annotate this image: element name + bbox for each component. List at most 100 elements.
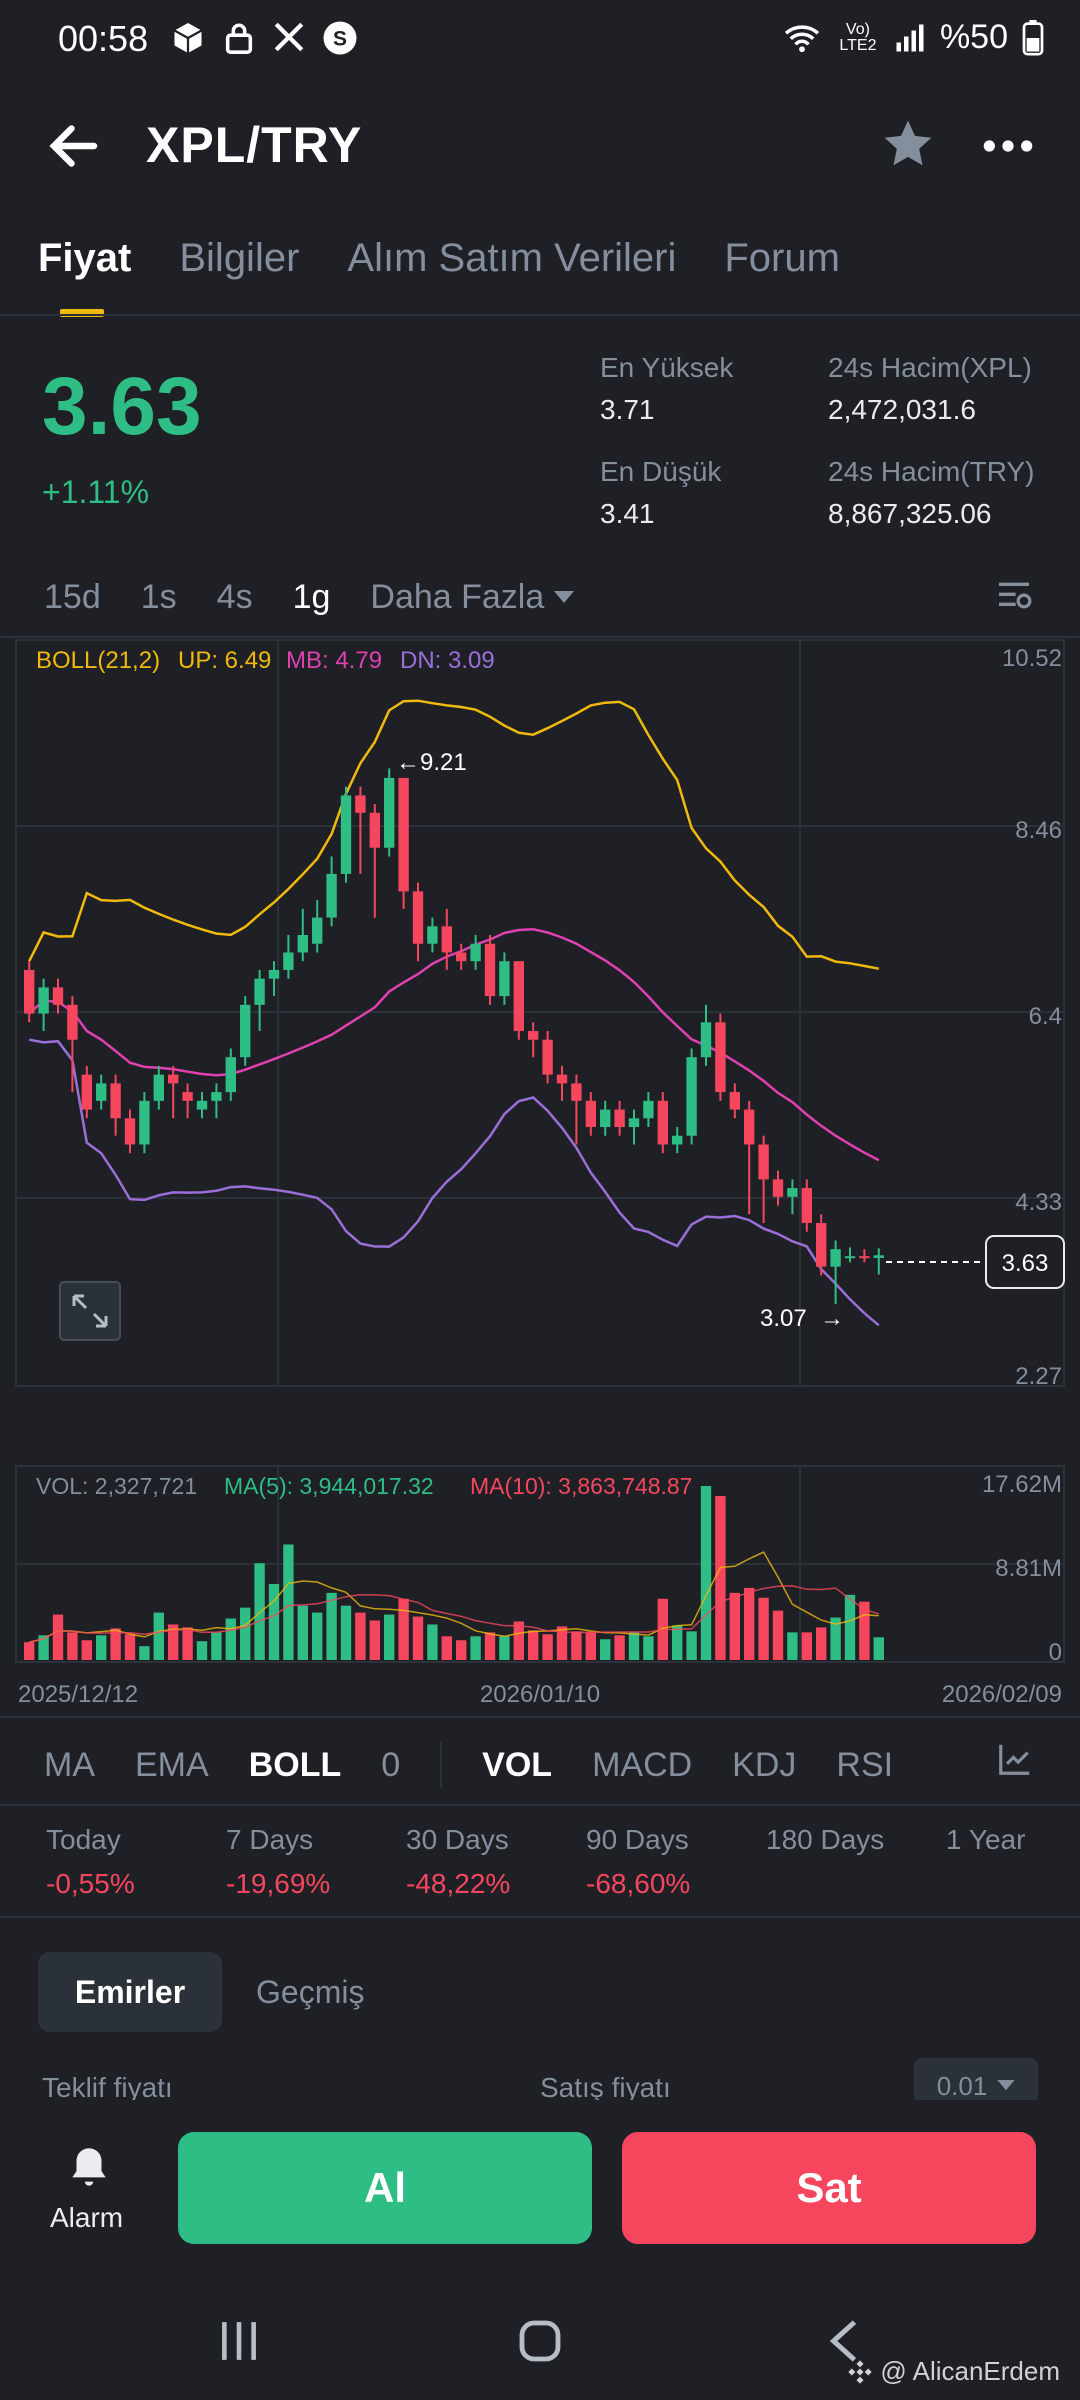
ind-rsi[interactable]: RSI xyxy=(836,1745,894,1784)
volume-bar xyxy=(729,1592,740,1660)
volume-bar xyxy=(153,1612,164,1660)
candle-body xyxy=(240,1004,251,1058)
volume-ma-lines xyxy=(29,1551,880,1643)
candle xyxy=(499,952,510,1005)
candle-body xyxy=(427,926,438,944)
sell-button[interactable]: Sat xyxy=(622,2132,1036,2244)
tab-fiyat[interactable]: Fiyat xyxy=(38,236,132,317)
ind-kdj[interactable]: KDJ xyxy=(732,1745,797,1784)
volume-bar xyxy=(556,1626,568,1660)
candle xyxy=(758,1135,769,1224)
y-tick-5: 2.27 xyxy=(1015,1363,1062,1390)
candle xyxy=(240,996,251,1066)
expand-chart-button[interactable] xyxy=(59,1281,121,1341)
ind-macd[interactable]: MACD xyxy=(592,1745,693,1784)
x-icon xyxy=(274,22,304,52)
volume-bar xyxy=(340,1605,352,1660)
candle xyxy=(873,1248,884,1275)
volume-bar xyxy=(787,1632,798,1660)
candle-body xyxy=(513,961,524,1032)
alarm-label[interactable]: Alarm xyxy=(50,2202,124,2233)
s-coin-icon: S xyxy=(323,21,357,55)
bell-icon[interactable] xyxy=(64,2142,114,2192)
candle-body xyxy=(326,873,337,918)
tf-more[interactable]: Daha Fazla xyxy=(370,578,575,617)
vol-tick-2: 8.81M xyxy=(995,1555,1062,1582)
candle xyxy=(211,1083,222,1119)
volume-bar xyxy=(283,1544,294,1660)
candle xyxy=(398,777,409,909)
candle xyxy=(816,1214,827,1276)
ind-boll[interactable]: BOLL xyxy=(248,1745,342,1784)
status-left-icons: S xyxy=(170,20,358,56)
candle-body xyxy=(787,1188,798,1197)
favorite-star-icon[interactable] xyxy=(880,116,936,172)
candle-body xyxy=(110,1083,121,1119)
volume-bar xyxy=(700,1486,712,1660)
candle-body xyxy=(312,917,323,944)
tab-history[interactable]: Geçmiş xyxy=(256,1974,365,2010)
candle-body xyxy=(816,1223,827,1267)
pair-title: XPL/TRY xyxy=(146,117,363,173)
indicator-settings-icon[interactable] xyxy=(996,1740,1034,1778)
candle-body xyxy=(499,961,510,997)
candle xyxy=(772,1170,784,1206)
ind-vol[interactable]: VOL xyxy=(482,1745,553,1784)
tf-15d[interactable]: 15d xyxy=(44,578,101,616)
candle-body xyxy=(643,1100,654,1119)
candle xyxy=(484,935,496,1005)
volume-bar xyxy=(628,1632,640,1660)
recent-apps-icon[interactable] xyxy=(218,2318,260,2364)
wifi-icon xyxy=(784,24,820,52)
home-icon[interactable] xyxy=(518,2318,562,2364)
ind-ema[interactable]: EMA xyxy=(135,1745,209,1784)
chart-settings-icon[interactable] xyxy=(994,576,1034,616)
volume-bar xyxy=(441,1636,452,1660)
volume-bar xyxy=(744,1587,755,1660)
high-marker: 9.21 xyxy=(420,749,467,776)
back-arrow-icon[interactable] xyxy=(44,116,104,176)
candle xyxy=(600,1100,611,1136)
x-tick-3: 2026/02/09 xyxy=(942,1681,1062,1708)
ind-zero[interactable]: 0 xyxy=(381,1745,401,1784)
candle xyxy=(657,1092,668,1154)
vol-quote-label: 24s Hacim(TRY) xyxy=(828,456,1035,487)
tab-orders[interactable]: Emirler xyxy=(38,1952,222,2032)
tab-forum[interactable]: Forum xyxy=(724,236,840,280)
x-tick-2: 2026/01/10 xyxy=(480,1681,600,1708)
candle-body xyxy=(715,1022,726,1093)
perf-label: Today xyxy=(46,1824,121,1855)
last-price-tag-box xyxy=(985,1235,1065,1289)
binance-logo-icon xyxy=(848,2359,873,2384)
low-marker-arrow: → xyxy=(820,1305,844,1332)
volume-bar xyxy=(600,1639,611,1660)
candle-body xyxy=(211,1092,222,1101)
volume-bar xyxy=(312,1612,323,1660)
candle xyxy=(96,1074,107,1110)
candle-body xyxy=(528,1031,539,1040)
tf-1g[interactable]: 1g xyxy=(292,578,331,616)
tabs-divider xyxy=(0,314,1080,316)
nav-back-icon[interactable] xyxy=(826,2318,862,2364)
tf-4s[interactable]: 4s xyxy=(216,578,253,616)
more-options-icon[interactable] xyxy=(980,118,1036,174)
buy-button[interactable]: Al xyxy=(178,2132,592,2244)
perf-1y: 1 Year xyxy=(946,1824,1025,1868)
ind-separator xyxy=(440,1742,443,1788)
price-chart[interactable]: BOLL(21,2) UP: 6.49 MB: 4.79 DN: 3.09 10… xyxy=(0,636,1080,1712)
volume-bar xyxy=(369,1620,380,1660)
boll-up: UP: 6.49 xyxy=(178,647,271,674)
tab-bilgiler[interactable]: Bilgiler xyxy=(179,236,300,280)
tab-alim-satim[interactable]: Alım Satım Verileri xyxy=(347,236,677,280)
candle xyxy=(859,1249,870,1263)
volume-bar xyxy=(484,1632,496,1660)
watermark-text: @ AlicanErdem xyxy=(880,2356,1060,2386)
ask-price-label: Satış fiyatı xyxy=(540,2072,671,2103)
volume-bar xyxy=(297,1605,308,1660)
volume-bar xyxy=(268,1583,280,1660)
ind-ma[interactable]: MA xyxy=(44,1745,95,1784)
x-tick-1: 2025/12/12 xyxy=(18,1681,138,1708)
candle-body xyxy=(283,952,294,970)
tf-1s[interactable]: 1s xyxy=(140,578,177,616)
box-icon xyxy=(173,23,203,53)
